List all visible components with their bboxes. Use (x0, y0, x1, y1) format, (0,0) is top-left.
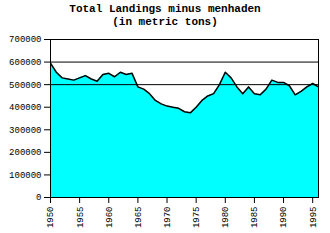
svg-text:700000: 700000 (9, 35, 41, 45)
svg-text:1975: 1975 (192, 207, 202, 229)
svg-text:1955: 1955 (76, 207, 86, 229)
svg-text:1980: 1980 (221, 207, 231, 229)
svg-text:500000: 500000 (9, 81, 41, 91)
svg-text:1985: 1985 (250, 207, 260, 229)
html-text:Total Landings minus menhaden: Total Landings minus menhaden (in metric… (69, 3, 261, 28)
svg-text:300000: 300000 (9, 126, 41, 136)
svg-text:1960: 1960 (105, 207, 115, 229)
svg-text:1950: 1950 (46, 207, 56, 229)
svg-text:200000: 200000 (9, 148, 41, 158)
svg-text:600000: 600000 (9, 58, 41, 68)
svg-text:100000: 100000 (9, 171, 41, 181)
svg-text:1990: 1990 (279, 207, 289, 229)
svg-text:0: 0 (36, 193, 41, 203)
svg-text:1995: 1995 (309, 207, 319, 229)
svg-text:1965: 1965 (134, 207, 144, 229)
svg-text:1970: 1970 (163, 207, 173, 229)
svg-text:400000: 400000 (9, 103, 41, 113)
